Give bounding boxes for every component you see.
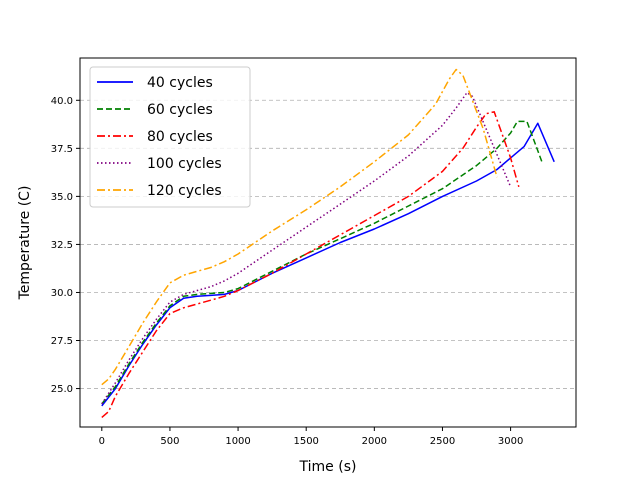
y-axis-label: Temperature (C)	[17, 186, 33, 301]
legend-box	[89, 66, 251, 208]
x-tick-label: 0	[99, 436, 105, 447]
y-tick-label: 25.0	[51, 384, 73, 395]
series-line-60-cycles	[101, 120, 543, 405]
y-tick-label: 37.5	[51, 144, 73, 155]
x-tick-label: 1500	[293, 436, 318, 447]
y-tick-label: 27.5	[51, 336, 73, 347]
legend: 40 cycles 60 cycles 80 cycles 100 cycles…	[89, 66, 251, 208]
x-tick-label: 1000	[225, 436, 250, 447]
legend-entry-80: 80 cycles	[97, 129, 213, 145]
legend-entry-40: 40 cycles	[97, 75, 213, 91]
y-tick-label: 32.5	[51, 240, 73, 251]
legend-label-80-cycles: 80 cycles	[147, 129, 213, 145]
x-axis-label: Time (s)	[299, 459, 357, 475]
legend-label-60-cycles: 60 cycles	[147, 102, 213, 118]
series-lines	[101, 68, 555, 418]
x-tick-label: 3000	[498, 436, 523, 447]
legend-entry-60: 60 cycles	[97, 102, 213, 118]
y-axis-ticks: 25.0 27.5 30.0 32.5 35.0 37.5 40.0	[51, 96, 80, 395]
legend-label-120-cycles: 120 cycles	[147, 183, 222, 199]
x-tick-label: 2000	[362, 436, 387, 447]
x-axis-ticks: 0 500 1000 1500 2000 2500 3000	[99, 427, 523, 447]
legend-entry-100: 100 cycles	[97, 156, 222, 172]
series-line-100-cycles	[101, 91, 512, 405]
y-tick-label: 35.0	[51, 192, 73, 203]
x-tick-label: 2500	[430, 436, 455, 447]
legend-label-100-cycles: 100 cycles	[147, 156, 222, 172]
y-tick-label: 30.0	[51, 288, 73, 299]
x-tick-label: 500	[160, 436, 179, 447]
axes-frame	[79, 57, 577, 428]
series-line-120-cycles	[101, 68, 498, 386]
series-line-80-cycles	[101, 111, 520, 418]
legend-entry-120: 120 cycles	[97, 183, 222, 199]
legend-label-40-cycles: 40 cycles	[147, 75, 213, 91]
y-tick-label: 40.0	[51, 96, 73, 107]
